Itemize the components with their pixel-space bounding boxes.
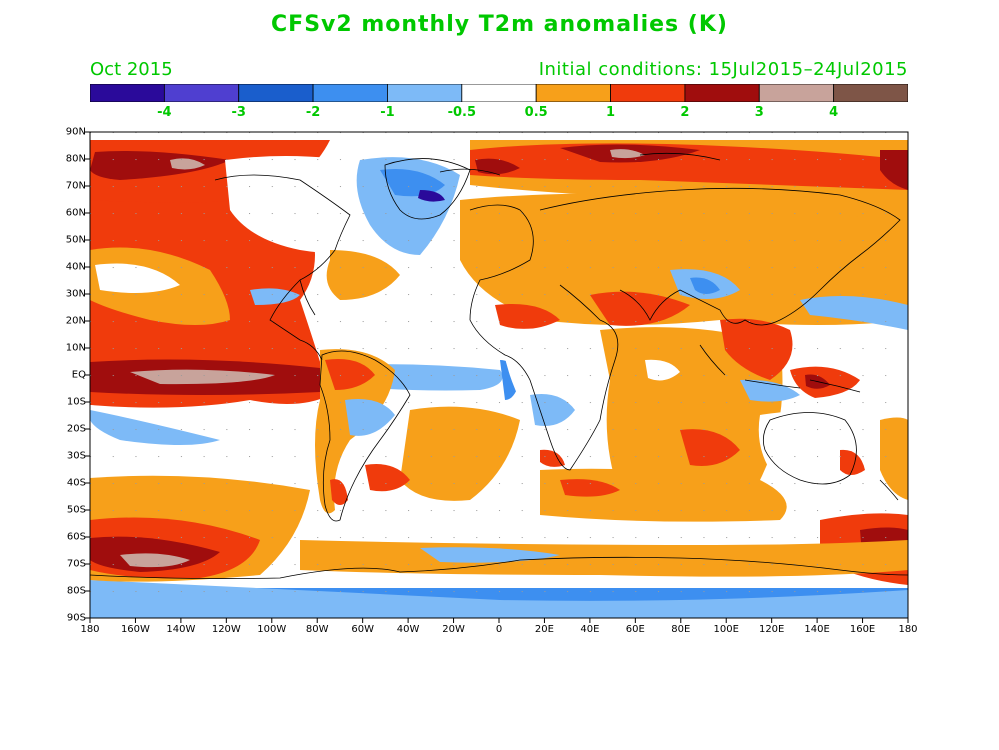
colorbar-tick-label: 0.5 — [524, 105, 548, 120]
initial-conditions-label: Initial conditions: 15Jul2015–24Jul2015 — [538, 59, 908, 80]
latitude-label: 10S — [66, 396, 86, 408]
longitude-label: 160W — [120, 624, 150, 635]
latitude-label: 60S — [66, 531, 86, 543]
longitude-label: 80E — [671, 624, 691, 635]
latitude-label: 40S — [66, 477, 86, 489]
longitude-label: 60W — [351, 624, 374, 635]
longitude-label: 120E — [758, 624, 785, 635]
longitude-label: 160E — [849, 624, 876, 635]
latitude-label: 90N — [65, 126, 86, 138]
latitude-label: 90S — [66, 612, 86, 624]
longitude-label: 0 — [495, 624, 503, 635]
latitude-label: 40N — [65, 261, 86, 273]
longitude-label: 40E — [580, 624, 600, 635]
latitude-label: 60N — [65, 207, 86, 219]
colorbar-tick-label: -2 — [305, 105, 321, 120]
longitude-label: 120W — [211, 624, 241, 635]
latitude-label: EQ — [71, 369, 86, 381]
latitude-label: 50N — [65, 234, 86, 246]
colorbar-tick-label: -0.5 — [447, 105, 477, 120]
dotted-grid — [90, 132, 908, 618]
latitude-label: 30N — [65, 288, 86, 300]
longitude-label: 100W — [257, 624, 287, 635]
longitude-label: 20W — [442, 624, 465, 635]
longitude-label: 140W — [166, 624, 196, 635]
latitude-label: 10N — [65, 342, 86, 354]
latitude-label: 70N — [65, 180, 86, 192]
colorbar-tick-label: -3 — [231, 105, 246, 120]
latitude-label: 20N — [65, 315, 86, 327]
longitude-label: 40W — [396, 624, 420, 635]
latitude-label: 30S — [66, 450, 86, 462]
colorbar — [90, 84, 908, 102]
map-title: CFSv2 monthly T2m anomalies (K) — [271, 12, 728, 37]
latitude-label: 70S — [66, 558, 86, 570]
longitude-label: 100E — [713, 624, 739, 635]
longitude-label: 80W — [305, 624, 329, 635]
longitude-label: 140E — [804, 624, 830, 635]
longitude-label: 60E — [625, 624, 645, 635]
colorbar-tick-label: -4 — [157, 105, 172, 120]
colorbar-tick-label: 1 — [606, 105, 616, 120]
colorbar-tick-label: 3 — [754, 105, 764, 120]
colorbar-tick-label: -1 — [380, 105, 395, 120]
axis-ticks — [85, 131, 909, 623]
valid-month-label: Oct 2015 — [90, 59, 173, 80]
latitude-label: 20S — [66, 423, 86, 435]
latitude-label: 80S — [66, 585, 86, 597]
longitude-label: 180 — [80, 624, 100, 635]
colorbar-tick-label: 2 — [680, 105, 690, 120]
longitude-label: 180 — [898, 624, 918, 635]
longitude-label: 20E — [534, 624, 554, 635]
colorbar-tick-label: 4 — [829, 105, 839, 120]
coastlines — [90, 152, 908, 579]
latitude-label: 50S — [66, 504, 86, 516]
latitude-label: 80N — [65, 153, 86, 165]
